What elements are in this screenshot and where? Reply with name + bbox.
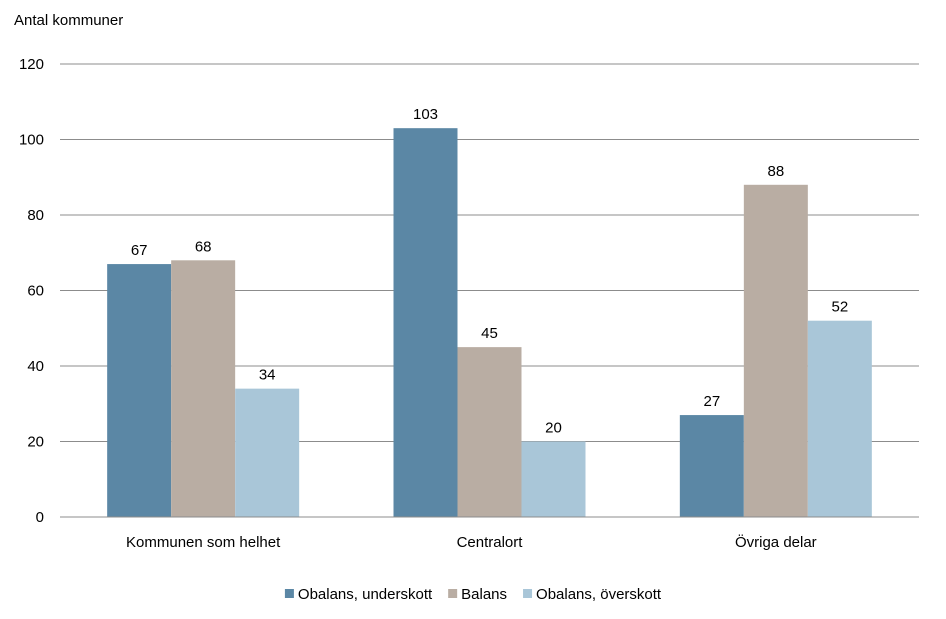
category-label: Kommunen som helhet	[126, 534, 281, 551]
y-tick-label: 40	[27, 358, 44, 375]
legend-swatch	[448, 589, 458, 598]
data-label: 52	[831, 299, 848, 316]
bar	[107, 264, 172, 517]
y-tick-label: 20	[27, 434, 44, 451]
category-label: Övriga delar	[735, 533, 817, 551]
data-label: 68	[195, 238, 212, 255]
y-tick-label: 0	[36, 509, 44, 526]
legend-item: Balans	[448, 586, 507, 603]
legend-label: Obalans, överskott	[536, 586, 662, 603]
legend-item: Obalans, överskott	[523, 586, 662, 603]
bar	[679, 415, 744, 517]
data-label: 88	[767, 163, 784, 180]
bar	[521, 441, 586, 517]
legend-label: Obalans, underskott	[298, 586, 433, 603]
data-labels: 67 68 34 103 45 20 27 88 52	[131, 106, 848, 436]
data-label: 67	[131, 242, 148, 259]
bar	[807, 320, 872, 517]
y-tick-label: 100	[19, 132, 44, 149]
bar	[393, 128, 458, 518]
data-label: 20	[545, 420, 562, 437]
y-tick-label: 120	[19, 56, 44, 73]
bar	[171, 260, 236, 517]
y-axis-ticks: 0 20 40 60 80 100 120	[19, 56, 44, 526]
y-tick-label: 80	[27, 207, 44, 224]
bar	[743, 184, 808, 518]
data-label: 34	[259, 367, 276, 384]
legend-item: Obalans, underskott	[284, 586, 433, 603]
data-label: 45	[481, 325, 498, 342]
category-label: Centralort	[457, 534, 524, 551]
category-labels: Kommunen som helhet Centralort Övriga dela…	[126, 533, 817, 551]
legend-label: Balans	[461, 586, 507, 603]
bar	[235, 388, 300, 517]
legend-swatch	[523, 589, 533, 598]
y-axis-title: Antal kommuner	[14, 12, 123, 29]
y-tick-label: 60	[27, 283, 44, 300]
legend: Obalans, underskott Balans Obalans, översk…	[284, 586, 662, 603]
legend-swatch	[284, 589, 294, 598]
bar	[457, 347, 522, 517]
data-label: 103	[413, 106, 438, 123]
data-label: 27	[703, 393, 720, 410]
bars	[107, 128, 872, 518]
